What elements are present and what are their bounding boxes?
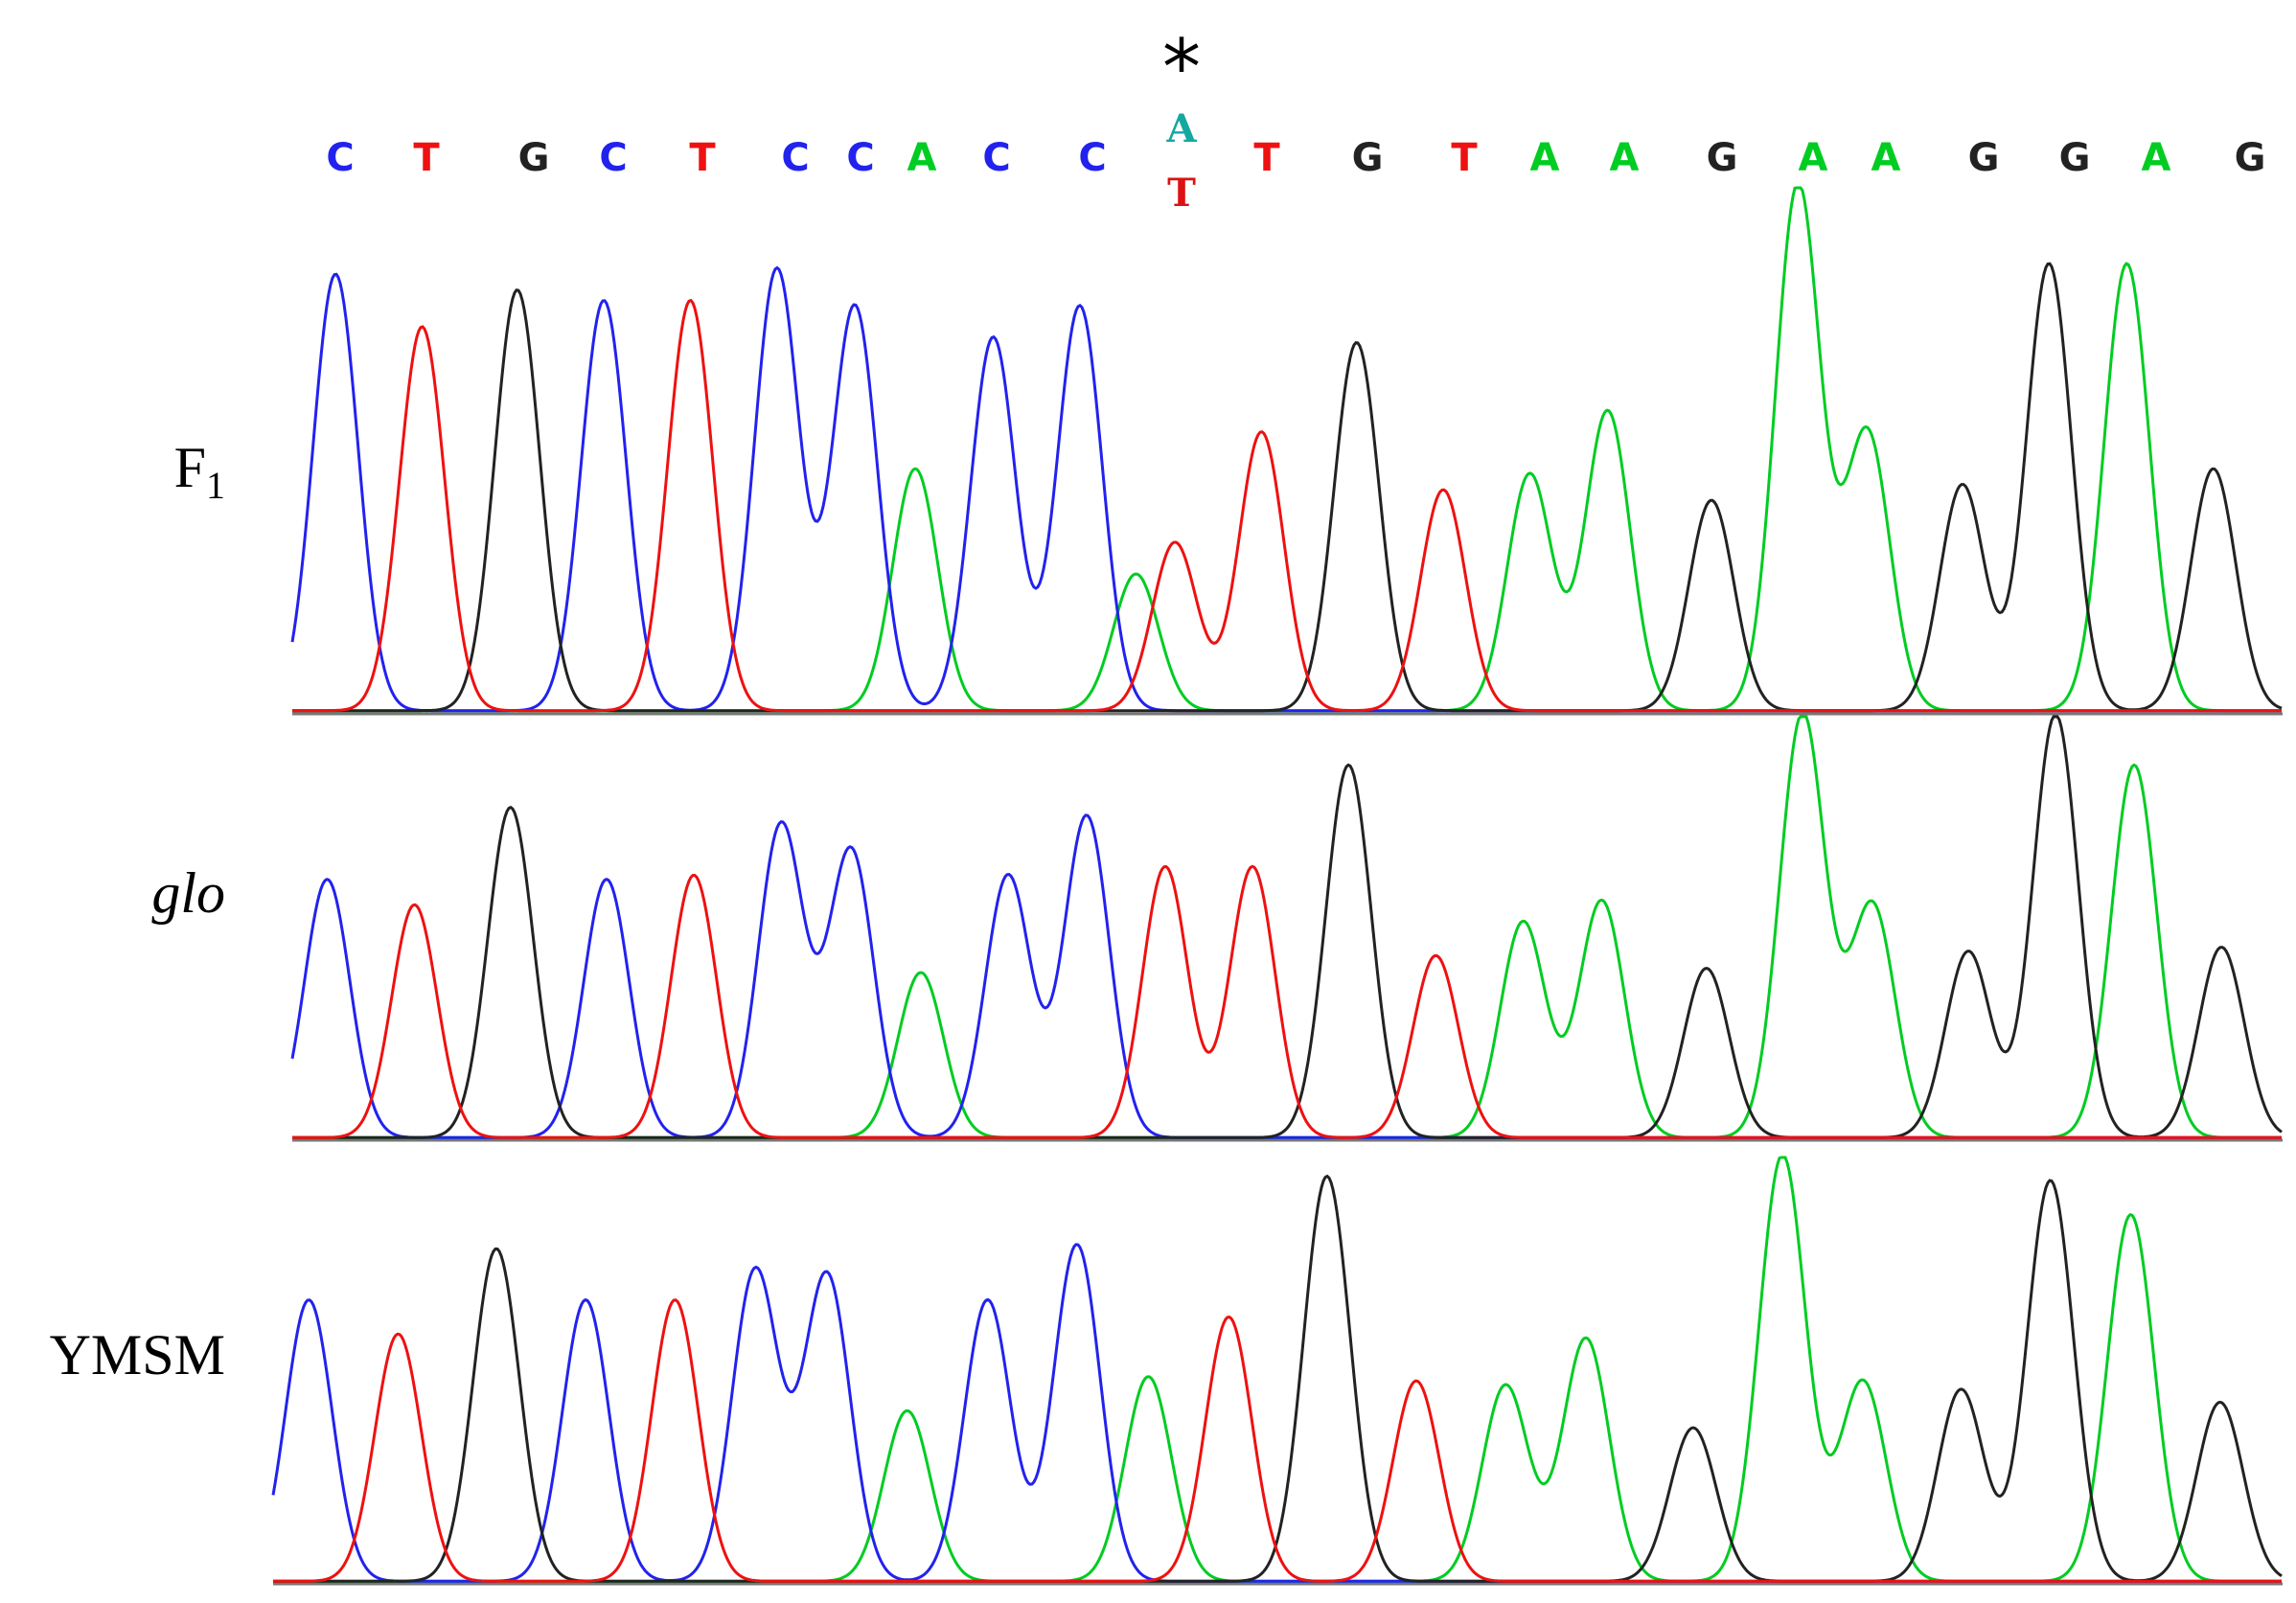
base-call-letter: G <box>1707 136 1738 180</box>
base-call-letter: A <box>1799 136 1828 180</box>
base-call-letter: G <box>518 136 550 180</box>
chromatogram-tracks: F1 glo YMSM <box>50 186 2283 1586</box>
peak-G-16 <box>1692 1430 1694 1431</box>
peak-C-8 <box>993 339 995 341</box>
peak-C-5 <box>780 826 782 828</box>
base-call-letter: C <box>846 136 874 180</box>
peak-G-19 <box>1961 1391 1963 1393</box>
peak-T-14 <box>1442 492 1444 493</box>
track-2: glo <box>151 715 2283 1142</box>
peak-A-7 <box>907 1412 908 1414</box>
trace-C <box>290 813 2282 1139</box>
peak-A-18 <box>1862 1383 1864 1385</box>
peak-C-9 <box>1086 817 1088 819</box>
sample-label: glo <box>151 861 225 925</box>
base-call-letter: G <box>1352 136 1384 180</box>
base-call-letter: G <box>2235 136 2266 180</box>
peak-T-13 <box>1415 1383 1417 1385</box>
peak-A-18 <box>1871 906 1873 908</box>
trace-A <box>292 186 2282 713</box>
base-call-letter: T <box>1253 136 1280 180</box>
base-call-letter: G <box>2059 136 2091 180</box>
peak-T-12 <box>1260 434 1262 436</box>
peak-G-23 <box>2213 471 2215 473</box>
base-call-letter: T <box>1451 136 1478 180</box>
base-call-letter: A <box>907 136 937 180</box>
trace-C <box>271 1243 2282 1583</box>
base-call-letter: A <box>2142 136 2171 180</box>
trace-G <box>273 1174 2283 1583</box>
base-call-letter: A <box>1871 136 1901 180</box>
peak-A-10 <box>1136 576 1137 578</box>
base-call-letter: C <box>1078 136 1106 180</box>
trace-C <box>290 265 2282 713</box>
het-base-top: A <box>1165 106 1197 151</box>
base-call-letter: C <box>326 136 354 180</box>
base-call-letter: C <box>982 136 1010 180</box>
peak-G-22 <box>2220 949 2222 950</box>
peak-A-10 <box>1147 1378 1149 1380</box>
trace-T <box>292 864 2282 1139</box>
trace-T <box>273 1298 2282 1583</box>
peak-C-6 <box>854 308 856 309</box>
peak-G-16 <box>1706 970 1708 972</box>
het-base-bottom: T <box>1167 171 1196 216</box>
trace-A <box>273 1156 2282 1583</box>
base-call-letter: A <box>1610 136 1640 180</box>
peak-T-11 <box>1251 868 1253 870</box>
trace-G <box>292 715 2283 1139</box>
peak-A-15 <box>1585 1340 1587 1341</box>
base-call-letter: C <box>599 136 627 180</box>
peak-G-19 <box>1967 953 1969 955</box>
peak-C-9 <box>1079 308 1081 309</box>
base-call-letter: C <box>781 136 809 180</box>
trace-G <box>292 262 2283 713</box>
peak-C-8 <box>1007 877 1009 879</box>
peak-A-15 <box>1600 903 1602 905</box>
peak-G-13 <box>1356 345 1358 347</box>
mutation-marker: * <box>1162 23 1201 112</box>
base-call-letter: G <box>1968 136 2000 180</box>
trace-T <box>292 298 2282 713</box>
peak-A-7 <box>920 974 922 976</box>
peak-C-5 <box>754 1271 756 1273</box>
peak-A-7 <box>914 471 916 473</box>
peak-G-22 <box>2219 1404 2221 1406</box>
peak-G-20 <box>1962 487 1963 489</box>
peak-A-14 <box>1523 924 1525 926</box>
peak-G-17 <box>1711 502 1712 504</box>
peak-T-13 <box>1435 957 1436 959</box>
track-1: F1 <box>174 186 2283 716</box>
base-call-letter: T <box>413 136 440 180</box>
peak-A-14 <box>1504 1386 1506 1388</box>
peak-A-19 <box>1867 434 1869 436</box>
peak-A-16 <box>1607 413 1609 415</box>
peak-C-5 <box>776 271 778 273</box>
sample-label: F1 <box>174 436 225 507</box>
peak-A-15 <box>1528 476 1530 478</box>
peak-C-6 <box>826 1276 828 1278</box>
sample-label: YMSM <box>50 1323 225 1386</box>
base-call-letter: T <box>689 136 716 180</box>
peak-T-11 <box>1174 544 1176 546</box>
base-call-header: C T G C T C C A C C T G T A A G A A G G A G*AT <box>326 23 2265 216</box>
track-3: YMSM <box>50 1156 2283 1586</box>
peak-C-6 <box>850 851 852 853</box>
peak-C-8 <box>987 1301 989 1303</box>
base-call-letter: A <box>1530 136 1560 180</box>
